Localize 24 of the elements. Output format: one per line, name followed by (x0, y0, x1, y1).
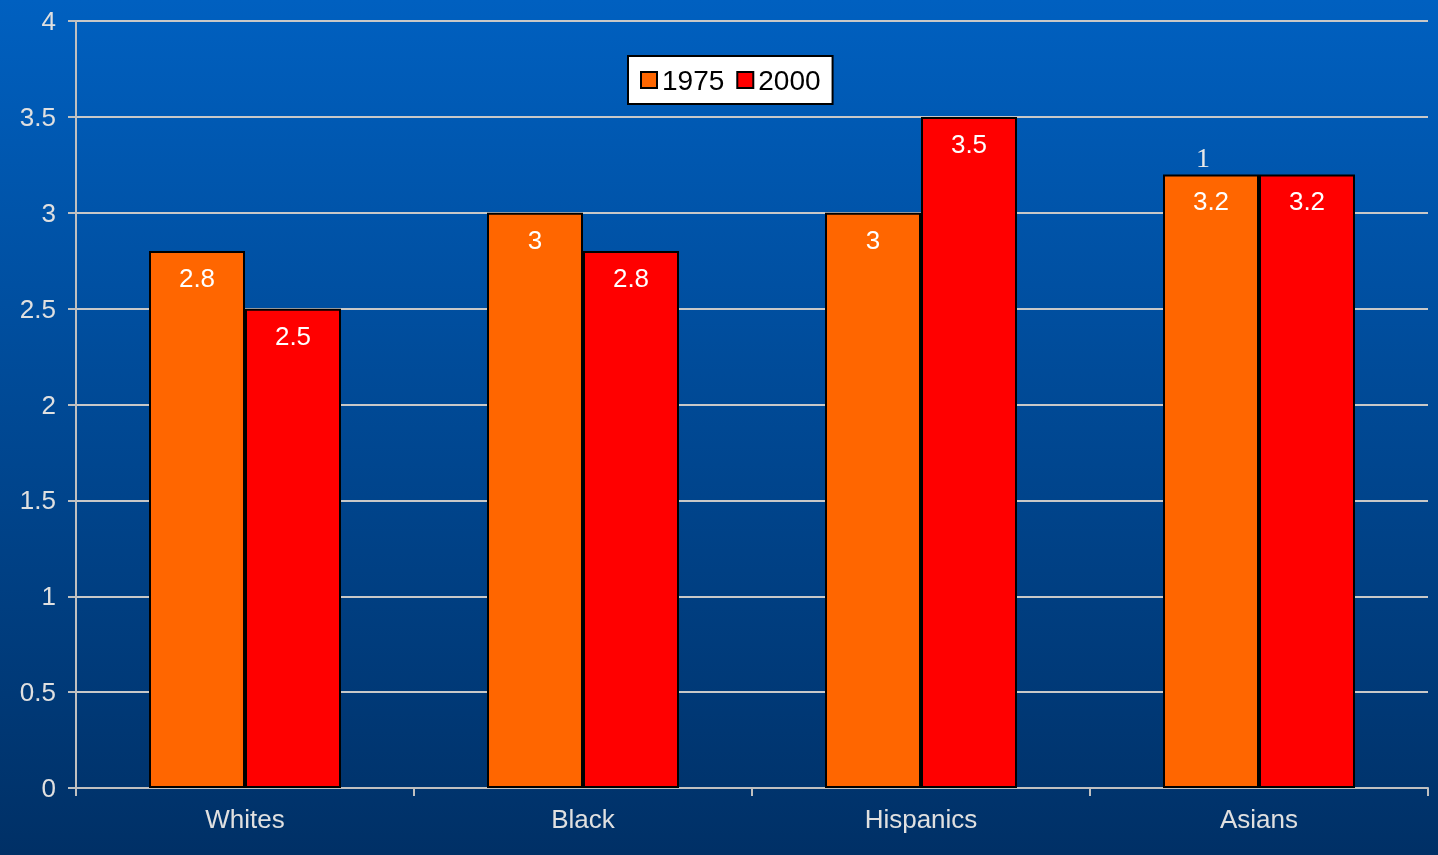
legend-label: 1975 (662, 64, 725, 96)
y-tick-label: 4 (41, 6, 56, 36)
annotation: 1 (1196, 141, 1210, 173)
y-tick-label: 3 (41, 197, 56, 228)
y-tick-label: 2.5 (19, 293, 56, 324)
data-label: 2.5 (274, 320, 312, 351)
data-label: 3.2 (1288, 186, 1326, 217)
data-label: 2.8 (612, 263, 650, 294)
x-tick-label: Black (551, 804, 616, 834)
x-tick-label: Whites (205, 804, 285, 834)
data-label: 3 (865, 224, 881, 255)
legend-label: 2000 (758, 64, 821, 96)
y-tick-label: 1.5 (19, 485, 56, 516)
data-label: 3 (527, 224, 543, 255)
data-label: 3.5 (950, 128, 988, 159)
data-label: 2.8 (178, 263, 216, 294)
y-tick-label: 0 (41, 773, 56, 803)
x-tick-label: Asians (1219, 804, 1299, 834)
y-tick-label: 3.5 (19, 101, 56, 132)
x-tick-label: Hispanics (864, 804, 978, 834)
y-tick-label: 0.5 (19, 677, 56, 708)
y-tick-label: 2 (41, 389, 56, 420)
y-tick-label: 1 (41, 581, 56, 612)
data-label: 3.2 (1192, 186, 1230, 217)
